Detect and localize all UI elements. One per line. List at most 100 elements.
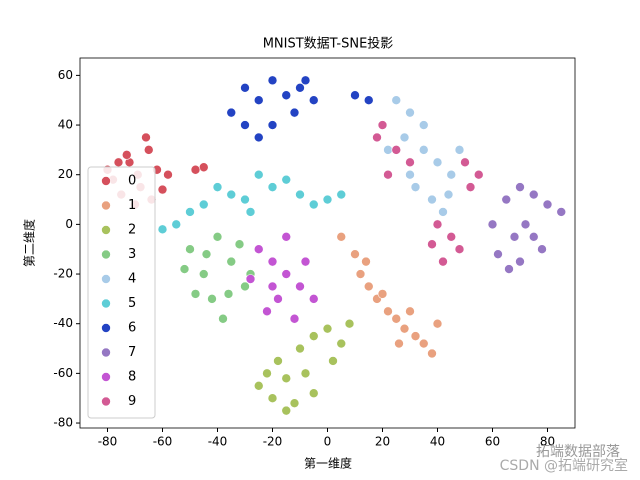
legend-box [87, 166, 156, 419]
point [410, 331, 421, 341]
point [328, 356, 338, 366]
point [185, 207, 195, 217]
point [394, 338, 404, 349]
point [226, 256, 237, 267]
legend-marker [101, 225, 111, 235]
point [226, 189, 237, 200]
point [361, 256, 371, 267]
point [201, 249, 212, 259]
point [267, 393, 278, 404]
point [240, 82, 250, 93]
point [501, 194, 512, 205]
point [273, 294, 283, 304]
point [295, 189, 305, 200]
point [179, 264, 190, 274]
point [443, 189, 454, 200]
point [212, 182, 223, 192]
point [253, 169, 264, 180]
point [454, 244, 465, 255]
point [405, 157, 415, 168]
point [267, 75, 278, 86]
point [267, 182, 278, 192]
point [432, 219, 443, 230]
point [391, 313, 402, 324]
y-tick-label: -80 [53, 416, 73, 430]
x-tick-label: -40 [208, 435, 228, 449]
legend-marker [101, 372, 111, 382]
point [226, 107, 237, 118]
point [391, 145, 402, 155]
point [350, 90, 360, 101]
point [190, 164, 201, 175]
point [336, 231, 347, 242]
point [267, 281, 278, 292]
point [262, 306, 272, 317]
point [212, 231, 223, 242]
point [383, 145, 393, 155]
point [245, 274, 256, 284]
point [372, 132, 382, 143]
point [308, 388, 319, 399]
watermark: 拓端数据部落 [536, 444, 620, 460]
point [537, 244, 547, 255]
point [308, 95, 319, 106]
point [418, 145, 429, 155]
point [344, 318, 355, 329]
point [528, 231, 539, 242]
x-axis-label: 第一维度 [304, 456, 352, 471]
legend-label: 4 [128, 272, 136, 287]
point [289, 398, 300, 408]
point [253, 95, 264, 106]
y-tick-label: -20 [53, 267, 73, 281]
y-tick-label: 40 [58, 118, 73, 132]
point [121, 150, 132, 160]
point [515, 256, 525, 267]
point [377, 120, 388, 130]
point [218, 313, 228, 324]
point [405, 306, 415, 317]
point [198, 269, 209, 279]
point [163, 169, 173, 180]
point [289, 107, 300, 118]
point [295, 343, 305, 354]
point [141, 132, 151, 143]
point [405, 107, 415, 118]
legend-marker [101, 298, 111, 309]
point [336, 189, 347, 200]
legend-label: 8 [128, 370, 136, 385]
point [418, 338, 429, 349]
point [223, 289, 234, 299]
point [267, 120, 278, 130]
point [446, 231, 457, 242]
point [245, 207, 256, 217]
point [432, 157, 443, 168]
point [185, 244, 195, 255]
legend-marker [101, 249, 111, 260]
point [391, 95, 402, 106]
y-tick-label: 60 [58, 68, 73, 82]
point [240, 194, 250, 205]
legend-marker [101, 323, 111, 333]
point [234, 239, 245, 250]
point [300, 256, 311, 267]
point [281, 373, 292, 384]
point [377, 289, 388, 299]
point [432, 318, 443, 329]
point [383, 306, 393, 317]
point [427, 194, 437, 205]
point [207, 294, 217, 304]
x-tick-label: 60 [485, 435, 500, 449]
watermark: CSDN @拓端研究室 [500, 457, 628, 474]
legend-label: 5 [128, 296, 136, 311]
point [350, 249, 360, 259]
point [336, 338, 347, 349]
point [240, 281, 250, 292]
legend-marker [101, 347, 111, 358]
point [542, 199, 553, 210]
point [300, 368, 311, 379]
y-tick-label: -60 [53, 366, 73, 380]
point [281, 269, 292, 279]
x-tick-label: -80 [98, 435, 118, 449]
y-tick-label: -40 [53, 316, 73, 330]
